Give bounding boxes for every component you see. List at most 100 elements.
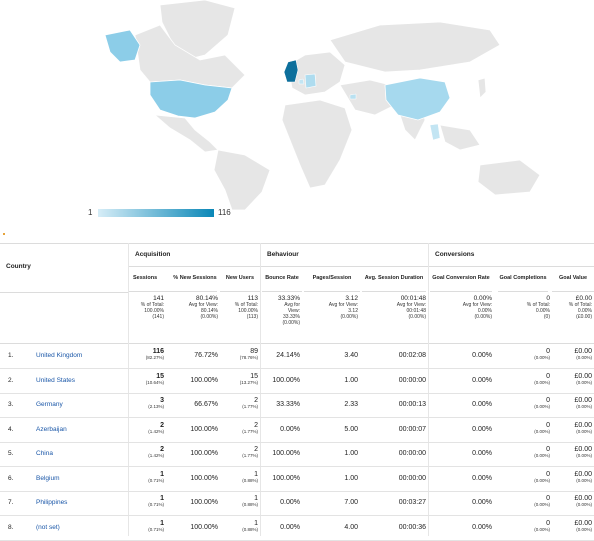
cell-bounce-rate: 0.00%: [280, 523, 300, 531]
col-bounce-rate[interactable]: Bounce Rate: [262, 266, 302, 292]
map-china: [384, 77, 451, 121]
cell-sessions: 116 (82.27%): [145, 348, 164, 360]
col-new-users[interactable]: New Users: [220, 266, 260, 292]
col-pages-session[interactable]: Pages/Session: [304, 266, 360, 292]
cell-pages-session: 2.33: [344, 401, 358, 408]
map-mexico: [153, 114, 219, 153]
cell-new-sessions: 100.00%: [190, 376, 218, 384]
cell-goal-conversion: 0.00%: [472, 376, 492, 384]
cell-sessions: 2 (1.42%): [148, 446, 164, 458]
country-link[interactable]: Philippines: [36, 499, 68, 506]
total-goal-completions: 0 % of Total: 0.00% (0): [526, 295, 550, 320]
row-index: 3.: [8, 401, 14, 408]
country-link[interactable]: United States: [36, 376, 76, 384]
total-bounce-rate: 33.33% Avg for View: 33.33% (0.00%): [277, 295, 300, 326]
cell-goal-completions: 0 (0.00%): [534, 446, 550, 458]
row-index: 2.: [8, 376, 14, 384]
col-goal-conversion[interactable]: Goal Conversion Rate: [430, 266, 492, 292]
cell-bounce-rate: 100.00%: [272, 450, 300, 457]
cell-bounce-rate: 33.33%: [276, 401, 300, 408]
map-japan: [477, 77, 487, 99]
cell-avg-duration: 00:00:13: [398, 401, 426, 408]
cell-new-users: 89 (78.76%): [239, 348, 258, 360]
table-row: 5. China 2 (1.42%) 100.00% 2 (1.77%) 100.00% 1.0…: [0, 442, 594, 467]
cell-goal-conversion: 0.00%: [472, 450, 492, 457]
group-acquisition: Acquisition: [128, 243, 260, 267]
country-link[interactable]: (not set): [36, 523, 60, 531]
map-se-asia: [439, 124, 481, 151]
country-link[interactable]: Belgium: [36, 474, 60, 482]
map-russia: [329, 21, 501, 73]
cell-avg-duration: 00:03:27: [398, 499, 426, 506]
cell-sessions: 3 (2.13%): [148, 397, 164, 409]
cell-new-sessions: 76.72%: [194, 352, 218, 359]
world-map-svg: [104, 0, 541, 210]
col-goal-value[interactable]: Goal Value: [552, 266, 594, 292]
map-greenland: [159, 0, 236, 61]
row-index: 6.: [8, 474, 14, 482]
map-canada: [134, 24, 246, 89]
cell-new-sessions: 100.00%: [190, 499, 218, 506]
cell-goal-value: £0.00 (0.00%): [574, 372, 592, 385]
row-index: 4.: [8, 425, 14, 433]
country-link[interactable]: United Kingdom: [36, 352, 83, 359]
cell-avg-duration: 00:00:00: [398, 450, 426, 457]
col-sessions[interactable]: Sessions: [128, 266, 173, 292]
map-africa: [281, 99, 353, 189]
cell-goal-completions: 0 (0.00%): [534, 421, 550, 434]
cell-sessions: 15 (10.64%): [145, 372, 164, 385]
country-link[interactable]: Germany: [36, 401, 63, 408]
cell-goal-value: £0.00 (0.00%): [574, 470, 592, 483]
total-goal-conversion: 0.00% Avg for View: 0.00% (0.00%): [462, 295, 492, 320]
cell-sessions: 1 (0.71%): [148, 495, 164, 507]
col-goal-completions[interactable]: Goal Completions: [498, 266, 548, 292]
cell-sessions: 2 (1.42%): [148, 421, 164, 434]
cell-pages-session: 1.00: [344, 474, 358, 482]
group-conversions: Conversions: [428, 243, 594, 267]
country-header: Country: [6, 263, 31, 270]
cell-goal-value: £0.00 (0.00%): [574, 397, 592, 409]
cell-avg-duration: 00:00:07: [398, 425, 426, 433]
row-index: 8.: [8, 523, 14, 531]
map-alaska: [104, 29, 141, 63]
col-divider: [260, 243, 261, 536]
cell-goal-conversion: 0.00%: [472, 425, 492, 433]
legend-min: 1: [88, 208, 93, 217]
cell-bounce-rate: 0.00%: [280, 499, 300, 506]
cell-goal-value: £0.00 (0.00%): [574, 446, 592, 458]
col-new-sessions[interactable]: % New Sessions: [173, 266, 217, 292]
cell-avg-duration: 00:00:00: [398, 474, 426, 482]
world-map: 1 116: [0, 0, 594, 217]
total-new-sessions: 80.14% Avg for View: 80.14% (0.00%): [188, 295, 218, 320]
cell-bounce-rate: 100.00%: [272, 474, 300, 482]
table-row: 7. Philippines 1 (0.71%) 100.00% 1 (0.88%) 0.00…: [0, 491, 594, 516]
row-index: 7.: [8, 499, 14, 506]
cell-sessions: 1 (0.71%): [148, 519, 164, 532]
map-azerbaijan: [349, 93, 357, 100]
cell-goal-value: £0.00 (0.00%): [574, 348, 592, 360]
country-link[interactable]: Azerbaijan: [36, 425, 67, 433]
cell-goal-conversion: 0.00%: [472, 352, 492, 359]
total-avg-duration: 00:01:48 Avg for View: 00:01:48 (0.00%): [396, 295, 426, 320]
cell-goal-value: £0.00 (0.00%): [574, 519, 592, 532]
cell-avg-duration: 00:00:36: [398, 523, 426, 531]
legend-max: 116: [218, 208, 231, 217]
col-avg-duration[interactable]: Avg. Session Duration: [362, 266, 426, 292]
cell-new-sessions: 66.67%: [194, 401, 218, 408]
cell-new-sessions: 100.00%: [190, 425, 218, 433]
cell-new-users: 1 (0.88%): [242, 519, 258, 532]
cell-sessions: 1 (0.71%): [148, 470, 164, 483]
table-row: 3. Germany 3 (2.13%) 66.67% 2 (1.77%) 33.33% 2.3…: [0, 393, 594, 418]
cell-avg-duration: 00:02:08: [398, 352, 426, 359]
cell-goal-completions: 0 (0.00%): [534, 519, 550, 532]
map-belgium: [298, 78, 305, 85]
map-germany: [304, 73, 317, 89]
map-philippines: [429, 123, 441, 141]
group-acquisition-label: Acquisition: [135, 251, 171, 258]
country-header-cell[interactable]: Country: [0, 243, 128, 293]
cell-pages-session: 1.00: [344, 450, 358, 457]
table-row: 4. Azerbaijan 2 (1.42%) 100.00% 2 (1.77%) 0.00%…: [0, 418, 594, 443]
cell-avg-duration: 00:00:00: [398, 376, 426, 384]
country-link[interactable]: China: [36, 450, 53, 457]
total-sessions: 141 % of Total: 100.00% (141): [140, 295, 164, 320]
